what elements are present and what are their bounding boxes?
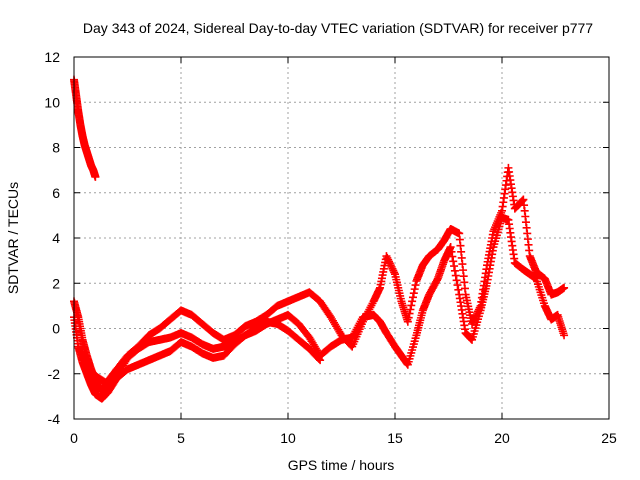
data-point xyxy=(408,293,417,302)
plot-frame xyxy=(73,56,610,420)
y-tick-label: 10 xyxy=(44,94,60,110)
data-point xyxy=(389,266,398,275)
data-point xyxy=(91,172,100,181)
data-point xyxy=(382,252,391,261)
data-point xyxy=(468,319,477,328)
data-point xyxy=(560,331,569,340)
data-point xyxy=(384,255,393,264)
data-point xyxy=(560,283,569,292)
data-point xyxy=(407,301,416,310)
data-point xyxy=(404,313,413,322)
data-point xyxy=(390,268,399,277)
data-point xyxy=(405,309,414,318)
data-point xyxy=(446,243,455,252)
x-tick-label: 10 xyxy=(280,430,296,446)
y-tick-label: -2 xyxy=(48,366,61,382)
series-track-c xyxy=(76,317,325,387)
x-axis-label: GPS time / hours xyxy=(288,457,395,473)
y-tick-label: 12 xyxy=(44,49,60,65)
data-point xyxy=(403,317,412,326)
grid-lines xyxy=(74,57,609,419)
data-point xyxy=(450,266,459,275)
data-point xyxy=(385,257,394,266)
data-point xyxy=(383,253,392,262)
x-tick-label: 0 xyxy=(70,430,78,446)
data-point xyxy=(449,257,458,266)
data-point xyxy=(406,305,415,314)
data-point xyxy=(408,297,417,306)
data-point xyxy=(454,285,463,294)
x-tick-label: 5 xyxy=(177,430,185,446)
data-point xyxy=(409,289,418,298)
data-point xyxy=(448,252,457,261)
y-axis-label: SDTVAR / TECUs xyxy=(5,182,21,294)
data-points xyxy=(70,75,569,403)
y-tick-label: 8 xyxy=(52,140,60,156)
y-tick-label: 6 xyxy=(52,185,60,201)
chart-title: Day 343 of 2024, Sidereal Day-to-day VTE… xyxy=(83,20,593,36)
data-point xyxy=(386,261,395,270)
y-tick-label: 4 xyxy=(52,230,60,246)
data-point xyxy=(451,271,460,280)
y-tick-label: 0 xyxy=(52,321,60,337)
data-point xyxy=(450,262,459,271)
x-tick-label: 15 xyxy=(387,430,403,446)
data-point xyxy=(385,259,394,268)
data-point xyxy=(315,355,324,364)
data-point xyxy=(447,247,456,256)
y-tick-label: 2 xyxy=(52,275,60,291)
data-point xyxy=(453,281,462,290)
data-point xyxy=(452,276,461,285)
x-tick-label: 25 xyxy=(601,430,617,446)
data-point xyxy=(518,196,527,205)
data-point xyxy=(388,264,397,273)
data-point xyxy=(387,262,396,271)
data-point xyxy=(411,281,420,290)
x-tick-label: 20 xyxy=(494,430,510,446)
y-tick-label: -4 xyxy=(48,411,61,427)
series-early-drop xyxy=(70,75,100,181)
data-point xyxy=(316,356,325,365)
data-point xyxy=(410,285,419,294)
